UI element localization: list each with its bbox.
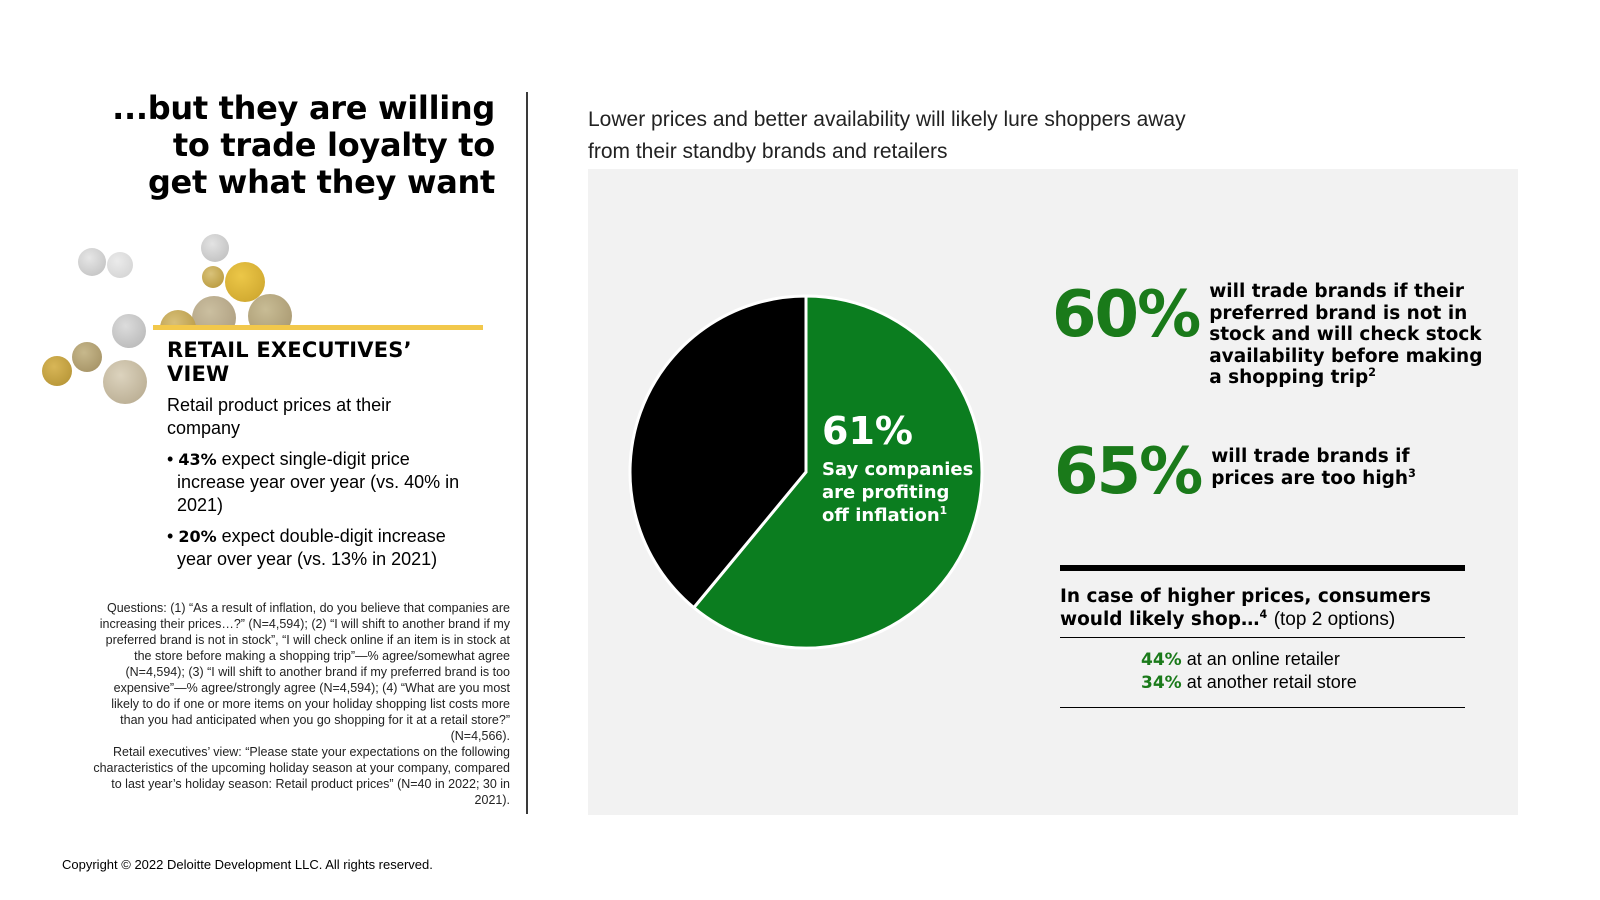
retail-exec-box: RETAIL EXECUTIVES’ VIEW Retail product p… (155, 330, 480, 571)
shop-options-box: In case of higher prices, consumers woul… (1060, 565, 1465, 708)
shop-top-rule (1060, 565, 1465, 571)
pie-slice-0 (691, 294, 984, 650)
pie-text-body: Say companies are profiting off inflatio… (822, 459, 974, 526)
stat-60: 60% will trade brands if their preferred… (1052, 278, 1484, 389)
shop-bottom-rule (1060, 707, 1465, 708)
bullet-text: expect double-digit increase year over y… (177, 526, 446, 569)
page-title: ...but they are willing to trade loyalty… (112, 89, 495, 201)
bullet-text: expect single-digit price increase year … (177, 449, 460, 515)
stat-footnote: 2 (1368, 365, 1376, 379)
stat-footnote: 3 (1408, 466, 1416, 480)
stat-text: will trade brands if prices are too high… (1211, 446, 1476, 489)
pie-text: Say companies are profiting off inflatio… (822, 458, 982, 527)
questions-footnote: Questions: (1) “As a result of inflation… (90, 600, 510, 808)
accent-rule (153, 325, 483, 330)
shop-heading: In case of higher prices, consumers woul… (1060, 585, 1465, 631)
list-item: 34% at another retail store (1141, 671, 1465, 694)
shop-pct: 44% (1141, 650, 1182, 670)
shop-text: at another retail store (1186, 672, 1357, 692)
shop-text: at an online retailer (1186, 649, 1340, 669)
shop-footnote: 4 (1259, 607, 1268, 621)
retail-exec-bullet: • 43% expect single-digit price increase… (167, 449, 460, 515)
stat-pct: 60% (1052, 278, 1201, 352)
questions-note: Questions: (1) “As a result of inflation… (99, 601, 510, 743)
retail-exec-title: RETAIL EXECUTIVES’ VIEW (167, 338, 412, 386)
pie-label: 61% Say companies are profiting off infl… (822, 408, 982, 527)
pie-slice-1 (628, 294, 808, 610)
stat-text: will trade brands if their preferred bra… (1209, 281, 1484, 389)
stat-text-body: will trade brands if prices are too high (1211, 446, 1410, 489)
stat-pct: 65% (1054, 435, 1203, 509)
shop-list: 44% at an online retailer 34% at another… (1060, 638, 1465, 705)
copyright: Copyright © 2022 Deloitte Development LL… (62, 857, 433, 872)
section-subtitle: Lower prices and better availability wil… (588, 108, 1186, 163)
bullet-pct: 20% (178, 527, 217, 546)
pie-footnote: 1 (939, 504, 948, 517)
retail-exec-subtitle: Retail product prices at their company (167, 395, 392, 438)
shop-divider (1060, 637, 1465, 638)
retail-exec-bullet: • 20% expect double-digit increase year … (167, 526, 446, 569)
shop-note: (top 2 options) (1273, 609, 1396, 630)
shop-heading-text: In case of higher prices, consumers woul… (1060, 586, 1431, 630)
list-item: 44% at an online retailer (1141, 648, 1465, 671)
stat-65: 65% will trade brands if prices are too … (1054, 440, 1476, 504)
pie-pct-label: 61% (822, 409, 913, 453)
bullet-pct: 43% (178, 450, 217, 469)
stat-text-body: will trade brands if their preferred bra… (1209, 281, 1483, 388)
pie-chart (628, 294, 984, 650)
vertical-divider (526, 92, 528, 814)
shop-pct: 34% (1141, 673, 1182, 693)
exec-note: Retail executives’ view: “Please state y… (93, 745, 510, 807)
